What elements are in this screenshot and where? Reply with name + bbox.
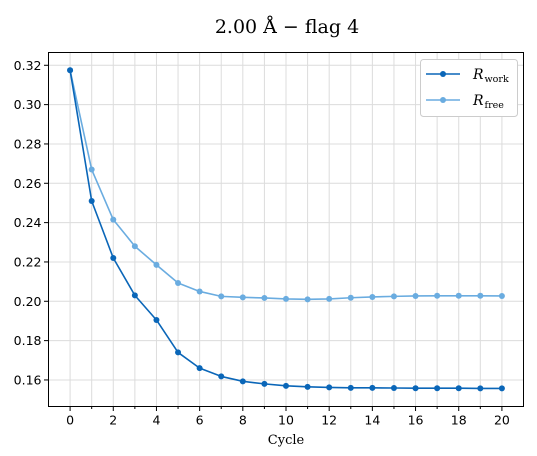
data-point-r-work [347,384,354,391]
axis-ticks: 0 2 4 6 8 10 12 14 16 18 20 0.16 0.18 0.20 0.22 0.24 0.2… [14,58,510,428]
data-point-r-work [110,255,117,262]
data-point-r-free [412,292,419,299]
legend-swatch-marker-r-free [440,97,446,103]
data-point-r-free [218,293,225,300]
data-point-r-work [434,385,441,392]
data-point-r-work [498,385,505,392]
data-point-r-work [218,373,225,380]
data-point-r-work [326,384,333,391]
data-point-r-work [412,385,419,392]
y-tick-label: 0.18 [14,333,42,348]
data-point-r-work [261,380,268,387]
x-tick-label: 4 [152,413,160,428]
x-tick-label: 10 [278,413,294,428]
data-point-r-work [304,383,311,390]
x-tick-label: 20 [494,413,510,428]
data-point-r-work [369,384,376,391]
data-point-r-free [369,293,376,300]
data-point-r-work [153,316,160,323]
y-tick-label: 0.16 [14,372,42,387]
data-point-r-free [477,292,484,299]
data-point-r-free [390,293,397,300]
x-tick-label: 6 [196,413,204,428]
data-point-r-work [196,365,203,372]
data-point-r-free [304,296,311,303]
data-point-r-work [455,385,462,392]
legend-subscript-r-free: free [485,100,505,111]
data-point-r-free [110,216,117,223]
x-tick-label: 16 [408,413,424,428]
legend-subscript-r-work: work [485,74,509,85]
data-point-r-free [153,261,160,268]
data-point-r-free [88,166,95,173]
data-point-r-work [67,67,74,74]
data-point-r-free [239,294,246,301]
data-point-r-work [175,349,182,356]
data-point-r-free [498,292,505,299]
y-tick-label: 0.24 [14,215,42,230]
x-tick-label: 2 [109,413,117,428]
data-point-r-work [88,197,95,204]
y-tick-label: 0.26 [14,176,42,191]
data-point-r-free [347,294,354,301]
data-point-r-free [131,243,138,250]
data-point-r-free [283,295,289,302]
x-tick-label: 8 [239,413,247,428]
y-tick-label: 0.20 [14,294,42,309]
x-axis-label: Cycle [268,433,305,448]
data-point-r-free [175,279,182,286]
data-point-r-work [283,382,289,389]
y-tick-label: 0.30 [14,97,42,112]
series-layer [67,67,505,392]
x-tick-label: 0 [66,413,74,428]
data-point-r-free [434,292,441,299]
data-point-r-free [455,292,462,299]
data-point-r-work [239,378,246,385]
chart-title: 2.00 Å − flag 4 [215,16,359,38]
x-tick-label: 14 [364,413,380,428]
legend-swatch-marker-r-work [440,71,446,77]
x-tick-label: 18 [451,413,467,428]
data-point-r-work [477,385,484,392]
x-tick-label: 12 [321,413,337,428]
data-point-r-free [261,294,268,301]
data-point-r-free [196,288,203,295]
y-tick-label: 0.28 [14,136,42,151]
y-tick-label: 0.32 [14,58,42,73]
y-tick-label: 0.22 [14,254,42,269]
data-point-r-free [326,295,333,302]
data-point-r-work [131,292,138,299]
data-point-r-work [390,385,397,392]
